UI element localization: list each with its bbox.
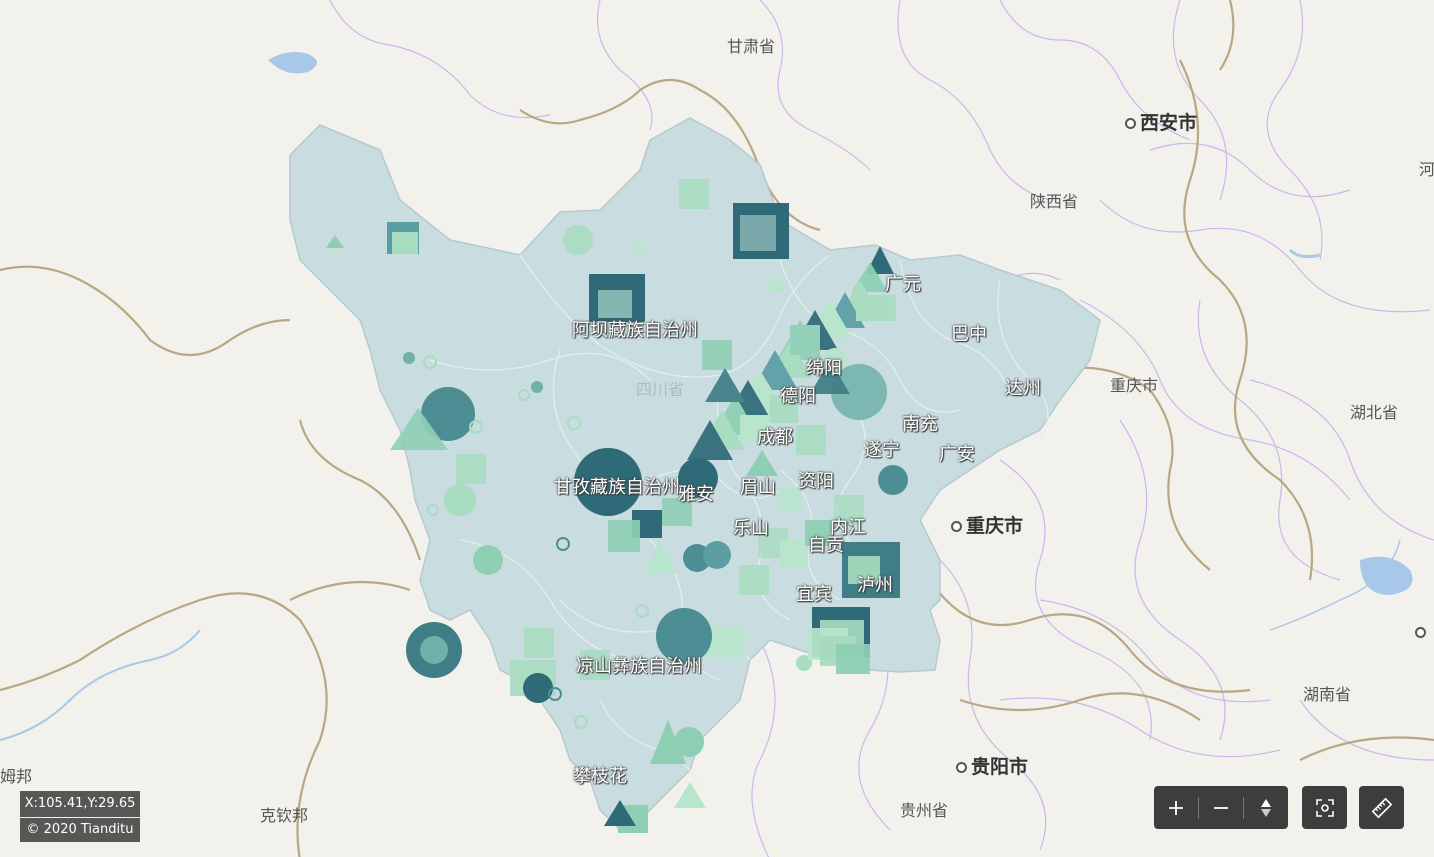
region-label-zigong: 自贡 [808,535,844,556]
region-label-mianyang: 绵阳 [806,358,842,379]
ruler-icon [1371,797,1392,818]
sichuan-province-label: 四川省 [636,380,684,399]
province-label-guizhou: 贵州省 [900,801,949,820]
region-label-ganzi: 甘孜藏族自治州 [554,477,680,498]
county-borders [329,0,1434,857]
region-label-guangan: 广安 [939,444,975,465]
region-label-yibin: 宜宾 [796,584,832,605]
compass-icon [1261,798,1271,817]
region-label-chengdu: 成都 [757,427,793,448]
minus-icon [1214,806,1228,809]
province-label-hunan: 湖南省 [1303,685,1352,704]
zoom-control-group [1154,786,1288,829]
divider [1243,796,1244,819]
zoom-out-button[interactable] [1199,786,1243,829]
focus-frame-icon [1315,798,1334,817]
plus-icon [1169,800,1183,815]
coordinate-readout: X:105.41,Y:29.65 [20,791,140,817]
city-label-chongqing[interactable]: 重庆市 [951,511,1023,538]
region-label-suining: 遂宁 [864,440,900,461]
province-label-sagaing: 姆邦 [0,767,33,786]
region-label-yaan: 雅安 [678,484,714,505]
province-label-chongqing: 重庆市 [1110,376,1159,395]
city-dot-edge-icon [1415,627,1426,638]
city-label-guiyang[interactable]: 贵阳市 [956,752,1028,779]
region-label-bazhong: 巴中 [951,324,987,345]
city-dot-icon [951,521,962,532]
province-label-kachin: 克钦邦 [260,806,309,825]
province-label-henan: 河 [1419,160,1434,179]
copyright-notice: © 2020 Tianditu [20,818,140,842]
region-label-guangyuan: 广元 [885,274,921,295]
region-label-neijiang: 内江 [830,517,866,538]
region-label-liangshan: 凉山彝族自治州 [576,656,702,677]
region-label-nanchong: 南充 [902,414,938,435]
region-label-panzhihua: 攀枝花 [573,766,627,787]
measure-button[interactable] [1359,786,1404,829]
region-label-ziyang: 资阳 [798,471,834,492]
province-label-hubei: 湖北省 [1350,403,1399,422]
city-dot-icon [956,762,967,773]
fullscreen-button[interactable] [1302,786,1347,829]
city-dot-icon [1125,118,1136,129]
divider [1198,796,1199,819]
region-label-meishan: 眉山 [740,477,776,498]
region-label-luzhou: 泸州 [857,575,893,596]
province-label-shaanxi: 陕西省 [1030,192,1079,211]
region-label-deyang: 德阳 [780,386,816,407]
city-label-xian[interactable]: 西安市 [1125,108,1197,135]
reset-north-button[interactable] [1244,786,1288,829]
symbol-cluster-corridor [687,262,896,460]
symbol-cluster-south [780,520,880,674]
region-label-aba: 阿坝藏族自治州 [572,320,698,341]
province-label-gansu: 甘肃省 [727,37,776,56]
zoom-in-button[interactable] [1154,786,1198,829]
region-label-leshan: 乐山 [733,518,769,539]
region-label-dazhou: 达州 [1005,378,1041,399]
water-features [0,52,1413,741]
